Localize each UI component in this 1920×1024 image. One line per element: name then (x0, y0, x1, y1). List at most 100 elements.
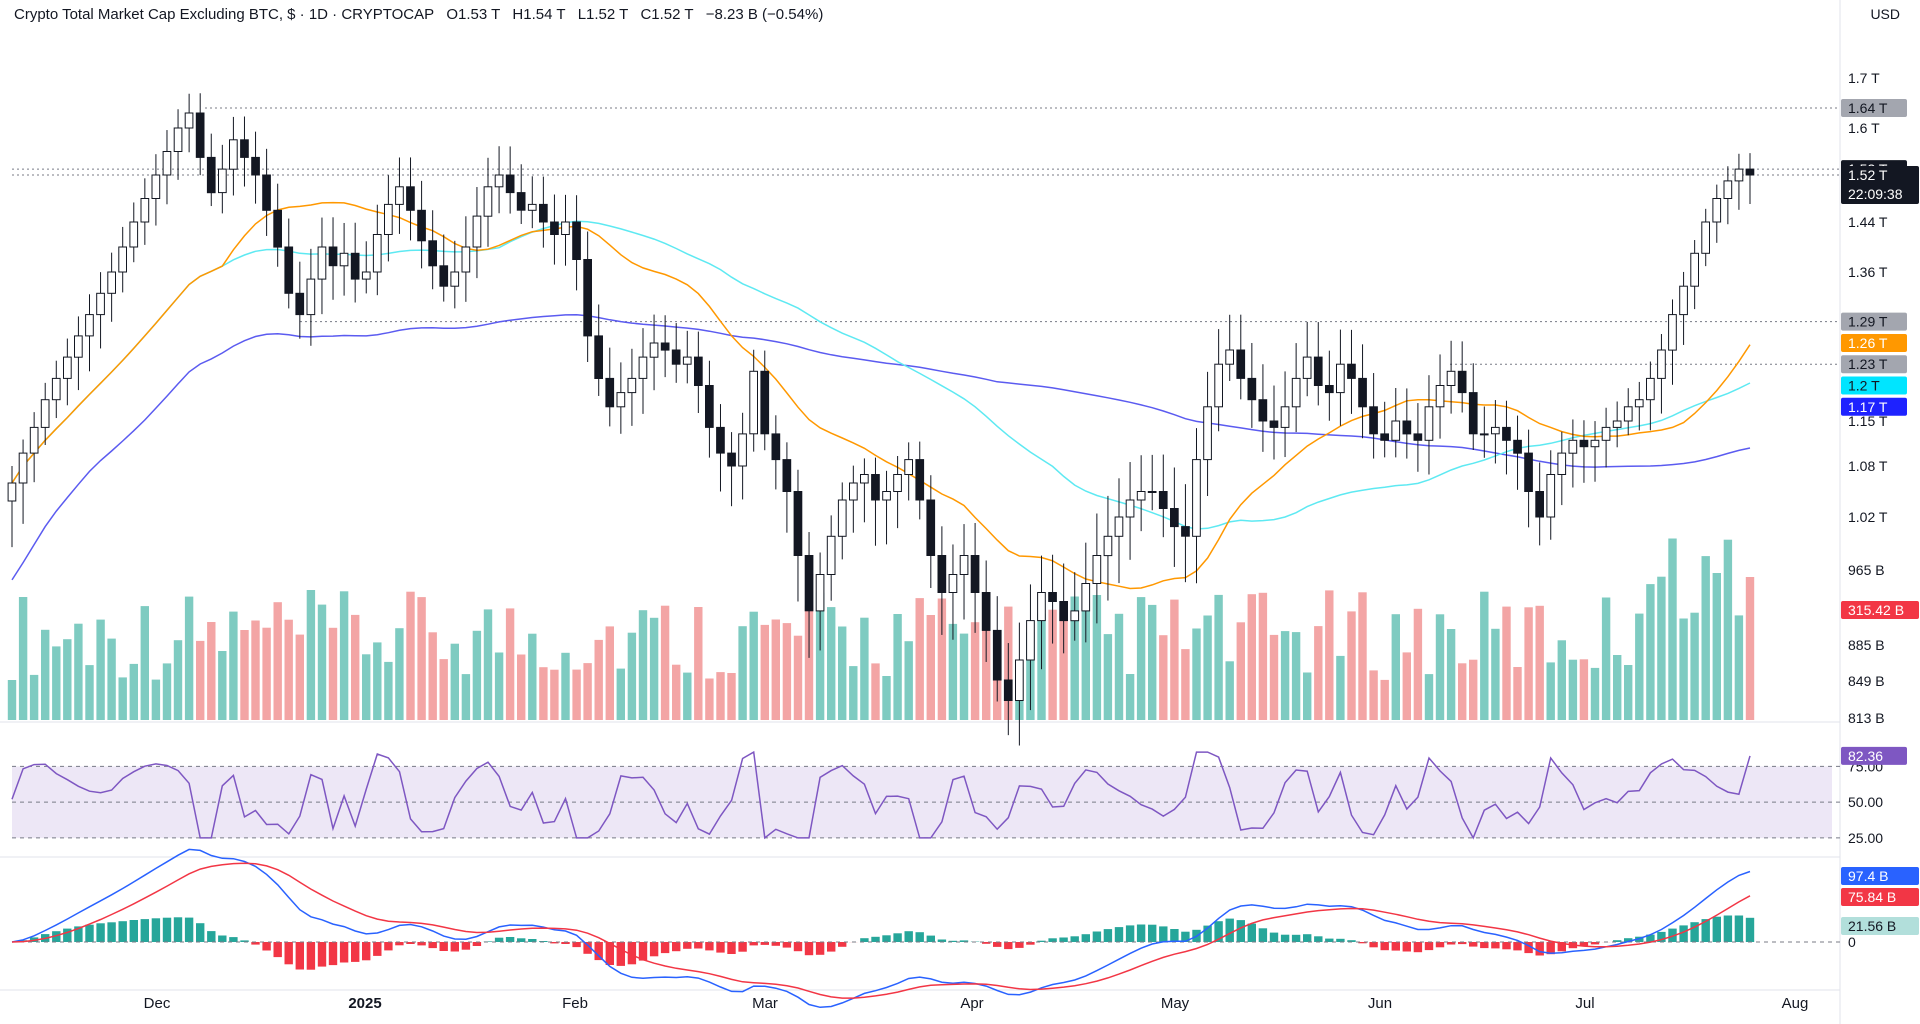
volume-bar (1513, 667, 1522, 720)
candle (1070, 610, 1080, 622)
volume-bar (140, 606, 149, 720)
macd-hist-bar (583, 942, 592, 954)
x-axis-label: Mar (752, 995, 778, 1012)
volume-bar (129, 663, 138, 720)
macd-hist-bar (1590, 942, 1600, 945)
candle (782, 459, 792, 493)
volume-bar (351, 614, 360, 720)
candle (1502, 426, 1511, 441)
macd-hist-bar (351, 942, 360, 962)
volume-bar (1247, 594, 1256, 720)
price-label-box (1841, 99, 1907, 117)
candle (1125, 499, 1135, 518)
volume-bar (760, 624, 769, 720)
candle (660, 342, 670, 351)
price-label-box (1841, 376, 1907, 395)
macd-hist-bar (384, 942, 393, 951)
candle (627, 377, 637, 394)
volume-bar (52, 646, 61, 720)
macd-hist-bar (1092, 931, 1102, 942)
rsi-band (12, 766, 1832, 838)
volume-bar (29, 674, 39, 720)
macd-label-box (1841, 867, 1919, 885)
price-tick-label: 965 B (1848, 562, 1885, 578)
volume-bar (151, 679, 161, 720)
candle (871, 474, 880, 501)
x-axis-label: Feb (562, 995, 588, 1012)
volume-bar (815, 592, 825, 720)
ma-50-line (11, 201, 1751, 590)
macd-hist-bar (1391, 942, 1400, 951)
macd-hist-bar (85, 924, 94, 942)
candle (738, 433, 747, 467)
macd-hist-bar (1723, 915, 1733, 942)
candle (1369, 406, 1378, 435)
volume-bar (882, 676, 891, 720)
macd-hist-bar (1291, 934, 1301, 942)
macd-hist-bar (727, 942, 736, 954)
macd-hist-bar (284, 942, 293, 965)
rsi-level-label: 25.00 (1848, 830, 1883, 846)
macd-hist-bar (771, 942, 780, 946)
candle (1114, 516, 1124, 537)
candle (1325, 385, 1334, 394)
volume-bar (1402, 652, 1411, 720)
volume-bar (716, 672, 725, 720)
macd-hist-bar (1502, 942, 1511, 950)
candle (1258, 399, 1268, 422)
candle (118, 246, 128, 273)
macd-hist-bar (1037, 940, 1046, 942)
volume-bar (827, 607, 836, 720)
macd-hist-bar (716, 942, 725, 953)
countdown-text: 22:09:38 (1848, 186, 1903, 202)
volume-bar (638, 610, 648, 720)
price-label-box (1841, 333, 1907, 352)
candle (594, 335, 603, 379)
candle (472, 215, 482, 248)
volume-bar (63, 639, 72, 720)
macd-hist-bar (1070, 936, 1079, 942)
candle (915, 459, 925, 501)
macd-hist-bar (494, 937, 504, 942)
macd-hist-bar (1258, 928, 1268, 942)
volume-bar (1347, 611, 1356, 720)
x-axis-label: Dec (144, 995, 171, 1012)
volume-label-box (1841, 601, 1919, 619)
macd-hist-bar (1546, 942, 1555, 955)
candle (1413, 433, 1423, 441)
macd-hist-bar (505, 937, 515, 942)
rsi-value-text: 82.36 (1848, 748, 1883, 764)
volume-bar (749, 611, 758, 720)
volume-bar (793, 635, 803, 720)
volume-bar (494, 652, 504, 720)
candle (882, 491, 891, 501)
candle (339, 252, 349, 267)
volume-bar (196, 640, 205, 720)
volume-bar (284, 619, 293, 720)
symbol-title[interactable]: Crypto Total Market Cap Excluding BTC, $… (14, 6, 435, 23)
volume-bar (583, 663, 592, 720)
macd-hist-bar (1125, 925, 1135, 942)
candle (229, 139, 238, 170)
candle (1214, 363, 1224, 408)
macd-hist-bar (1170, 929, 1179, 942)
candle (1491, 426, 1500, 435)
volume-bar (738, 626, 747, 720)
currency-label[interactable]: USD (1870, 6, 1900, 22)
price-label-box (1841, 312, 1907, 331)
macd-hist-bar (196, 923, 205, 942)
volume-bar (860, 617, 869, 720)
macd-hist-bar (1657, 931, 1666, 942)
candle (306, 278, 316, 316)
candle (1668, 314, 1677, 351)
macd-hist-bar (1347, 940, 1356, 942)
macd-hist-bar (827, 942, 836, 952)
macd-hist-bar (1059, 937, 1068, 942)
rsi-level-label: 50.00 (1848, 794, 1883, 810)
candle (815, 574, 825, 612)
macd-hist-bar (1734, 915, 1744, 942)
candle (1557, 452, 1567, 476)
volume-bar (207, 622, 216, 720)
volume-bar (1358, 592, 1367, 720)
